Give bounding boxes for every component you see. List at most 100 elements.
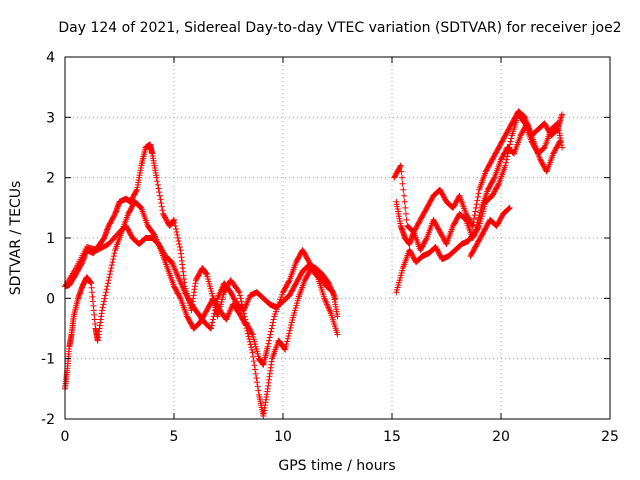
data-point <box>103 286 110 293</box>
data-point <box>104 283 111 290</box>
data-point <box>208 325 215 332</box>
data-point <box>266 334 273 341</box>
data-point <box>247 341 254 348</box>
data-point <box>174 235 181 241</box>
data-point <box>284 338 291 345</box>
data-point <box>110 256 117 263</box>
data-point <box>507 138 514 145</box>
data-point <box>506 141 513 148</box>
data-point <box>402 204 409 211</box>
data-point <box>172 222 179 229</box>
data-point <box>473 201 480 208</box>
data-point <box>107 268 114 275</box>
data-point <box>155 185 162 192</box>
data-point <box>504 153 511 160</box>
data-point <box>252 366 259 373</box>
data-point <box>502 162 509 169</box>
series-track-g <box>467 204 513 260</box>
data-point <box>520 113 527 120</box>
data-point <box>159 207 166 214</box>
data-point <box>474 193 481 200</box>
data-point <box>212 304 219 311</box>
data-point <box>266 337 273 344</box>
data-point <box>397 162 404 169</box>
data-point <box>286 330 293 337</box>
data-point <box>102 292 109 299</box>
data-point <box>211 307 218 314</box>
data-point <box>402 210 409 217</box>
data-point <box>213 301 220 308</box>
data-point <box>250 358 257 365</box>
data-point <box>244 327 251 334</box>
data-point <box>540 145 547 152</box>
data-point <box>282 346 289 353</box>
data-point <box>254 383 261 390</box>
data-point <box>508 135 515 142</box>
data-point <box>470 219 477 226</box>
data-point <box>249 349 256 356</box>
data-point <box>314 273 321 280</box>
data-point <box>105 277 112 284</box>
data-point <box>255 387 262 394</box>
data-point <box>506 205 513 212</box>
data-point <box>133 187 140 194</box>
data-point <box>173 228 180 235</box>
data-point <box>399 180 406 187</box>
series-track-c <box>62 222 339 332</box>
data-point <box>174 231 181 238</box>
data-point <box>246 336 253 343</box>
data-point <box>237 295 244 302</box>
data-point <box>171 216 177 223</box>
y-tick-label: 4 <box>46 50 55 66</box>
data-point <box>242 321 249 328</box>
data-point <box>264 343 271 350</box>
x-tick-label: 20 <box>492 429 510 445</box>
data-point <box>423 236 430 243</box>
data-point <box>471 212 478 219</box>
data-point <box>172 225 179 232</box>
data-point <box>286 327 293 334</box>
data-point <box>242 322 249 329</box>
data-point <box>285 333 292 340</box>
data-point <box>156 189 163 196</box>
data-point <box>559 111 566 118</box>
data-point <box>283 341 290 348</box>
data-point <box>269 319 276 326</box>
data-point <box>398 168 405 175</box>
data-point <box>282 343 289 350</box>
y-tick-label: -2 <box>41 412 55 428</box>
data-point <box>495 181 502 188</box>
data-point <box>268 328 275 335</box>
data-point <box>268 325 275 332</box>
data-point <box>506 144 513 151</box>
data-point <box>109 259 116 266</box>
data-point <box>332 295 339 302</box>
data-point <box>469 222 476 229</box>
data-point <box>154 181 161 188</box>
data-point <box>506 204 513 211</box>
data-point <box>474 197 481 204</box>
data-point <box>490 175 497 182</box>
data-point <box>245 333 252 340</box>
data-point <box>101 298 108 305</box>
data-point <box>210 313 217 320</box>
data-point <box>285 278 292 285</box>
data-point <box>265 340 272 347</box>
data-point <box>503 159 510 166</box>
y-tick-label: 2 <box>46 171 55 187</box>
data-point <box>472 208 479 215</box>
data-points <box>62 108 566 419</box>
series-track-f <box>391 108 566 235</box>
data-point <box>397 163 404 170</box>
data-point <box>176 244 183 251</box>
x-tick-label: 5 <box>170 429 179 445</box>
data-point <box>175 238 182 245</box>
data-point <box>244 330 251 337</box>
data-point <box>209 319 216 326</box>
chart-title: Day 124 of 2021, Sidereal Day-to-day VTE… <box>58 20 621 36</box>
data-point <box>99 307 106 314</box>
data-point <box>288 322 295 329</box>
x-axis-label: GPS time / hours <box>278 458 395 474</box>
data-point <box>250 353 257 360</box>
data-point <box>403 216 410 223</box>
